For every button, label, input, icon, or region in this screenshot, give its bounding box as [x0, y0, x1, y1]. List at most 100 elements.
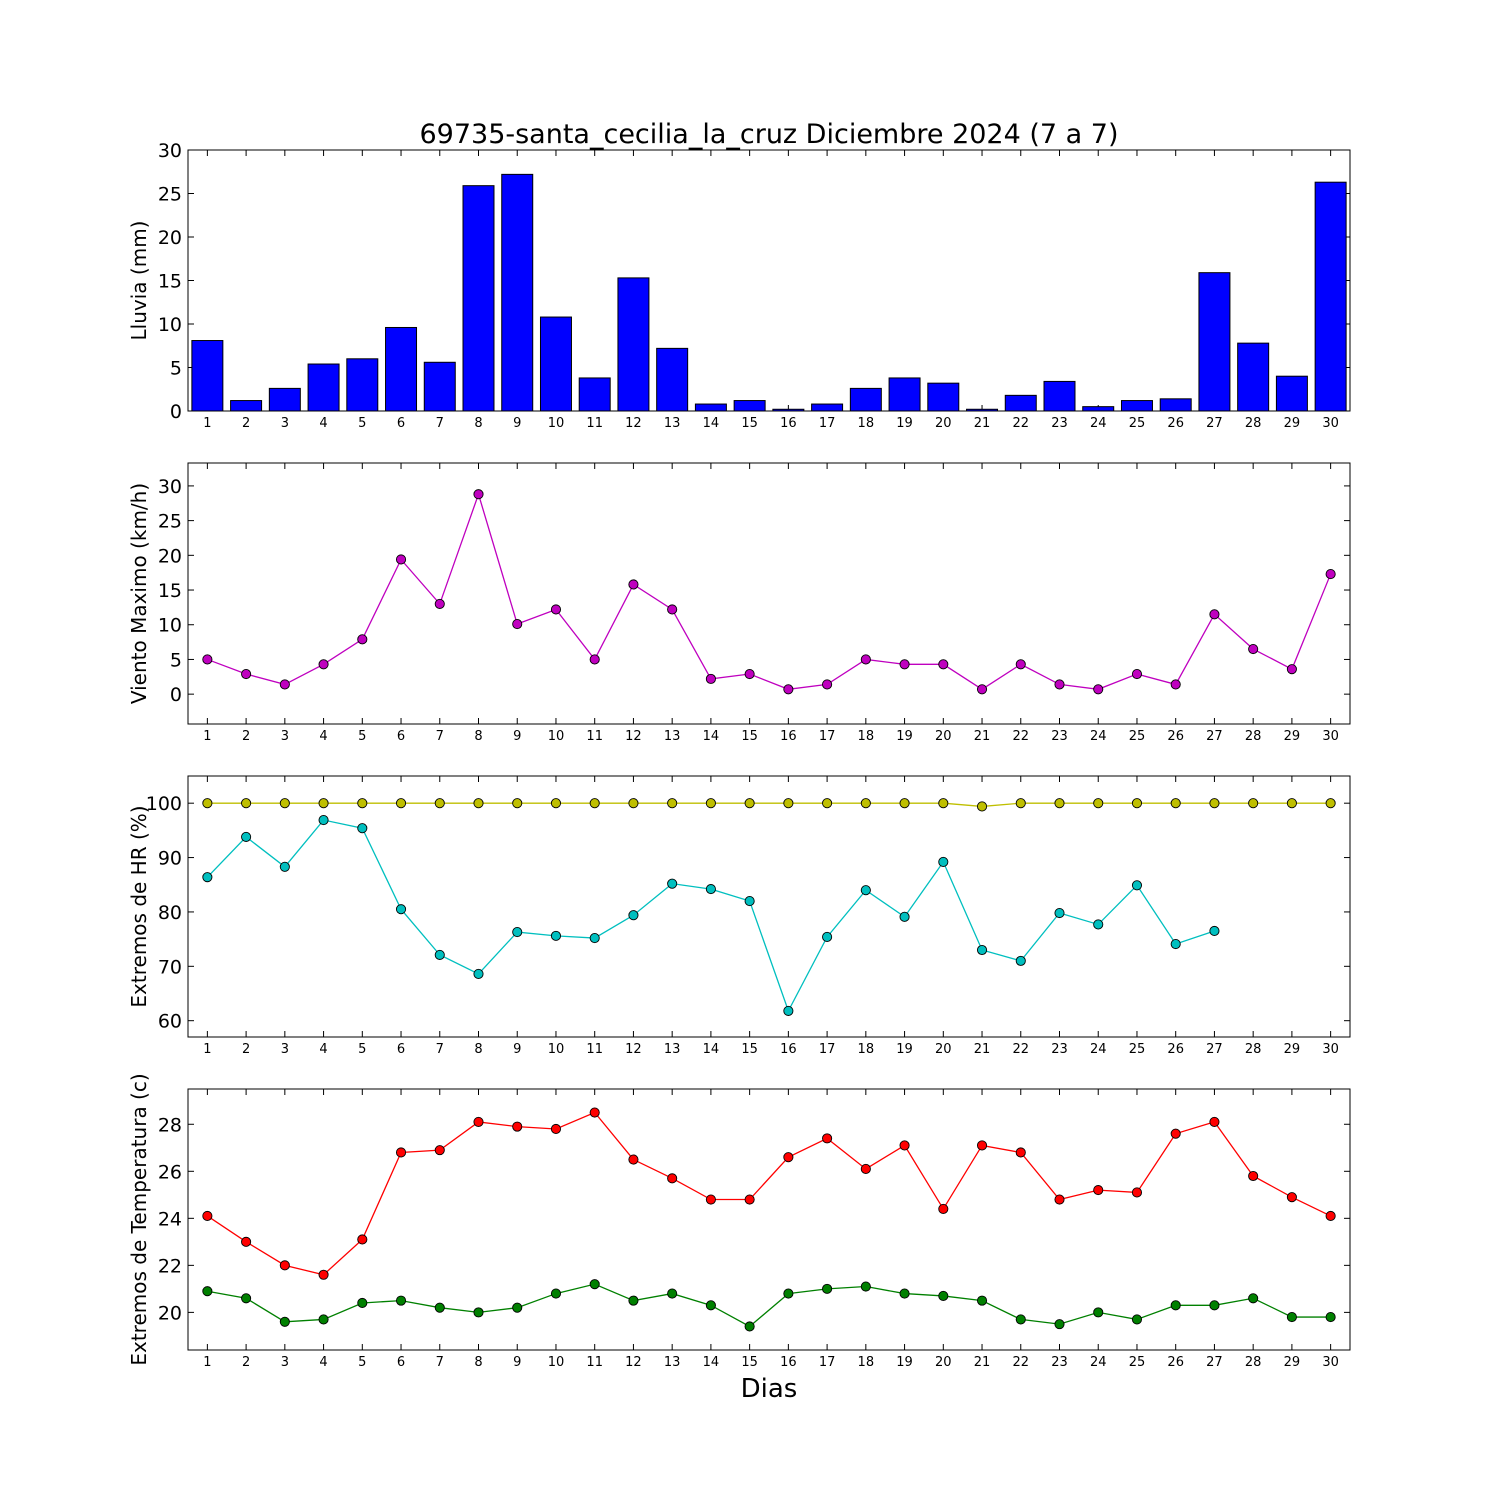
rain-bar: [617, 277, 650, 412]
temperature-series-1-point: [395, 1295, 407, 1306]
rain-plot-frame: [187, 149, 1351, 412]
x-tick-label: 29: [1284, 1355, 1301, 1370]
x-tick-label: 15: [741, 729, 758, 744]
y-tick-label: 0: [170, 684, 182, 706]
x-tick-label: 19: [896, 729, 913, 744]
x-tick-label: 23: [1051, 729, 1068, 744]
y-tick-label: 15: [158, 580, 182, 602]
x-tick-label: 27: [1206, 729, 1223, 744]
wind-series-0-point: [628, 579, 639, 590]
wind-series-0-point: [318, 659, 329, 670]
wind-series-0-point: [357, 634, 368, 645]
x-tick-label: 10: [548, 1042, 565, 1057]
humidity-series-1-point: [628, 910, 639, 921]
temperature-series-1-point: [822, 1283, 833, 1294]
temperature-series-0-point: [744, 1194, 755, 1205]
temperature-series-0-point: [473, 1116, 484, 1127]
temperature-series-1-point: [318, 1314, 329, 1325]
humidity-series-0-point: [822, 798, 833, 809]
x-tick-label: 6: [397, 416, 405, 431]
rain-bar: [1198, 272, 1231, 412]
humidity-series-0-point: [241, 798, 252, 809]
x-tick-label: 13: [664, 1355, 681, 1370]
wind-series-0-point: [822, 679, 833, 690]
humidity-series-1-point: [744, 896, 755, 907]
humidity-series-1-point: [1054, 907, 1065, 919]
wind-series-0-point: [512, 618, 523, 630]
temperature-series-1-point: [860, 1281, 871, 1292]
humidity-series-1-point: [667, 878, 678, 889]
humidity-series-1-point: [202, 872, 213, 883]
x-tick-label: 6: [397, 1042, 405, 1057]
temperature-series-1-line: [207, 1283, 1331, 1328]
x-tick-label: 10: [548, 1355, 565, 1370]
x-tick-label: 26: [1167, 1042, 1184, 1057]
x-tick-label: 4: [319, 729, 327, 744]
temperature-series-1-point: [512, 1302, 523, 1313]
rain-bar: [1004, 394, 1037, 412]
y-tick-label: 20: [158, 1302, 182, 1324]
wind-series-0-point: [1286, 664, 1297, 675]
humidity-series-0-point: [783, 798, 794, 809]
y-tick-label: 100: [146, 793, 182, 815]
temperature-series-0-point: [589, 1107, 600, 1118]
temperature-series-1-point: [938, 1290, 949, 1301]
temperature-series-1-point: [705, 1300, 716, 1311]
x-tick-label: 29: [1284, 1042, 1301, 1057]
x-tick-label: 18: [858, 1355, 875, 1370]
wind-series-0-point: [938, 659, 949, 670]
y-tick-label: 30: [158, 140, 182, 162]
x-tick-label: 4: [319, 1042, 327, 1057]
temperature-series-1-point: [241, 1293, 252, 1304]
x-tick-label: 7: [436, 1042, 444, 1057]
temperature-series-1-point: [667, 1288, 678, 1299]
humidity-series-0-point: [1209, 798, 1220, 809]
temperature-series-0-point: [202, 1210, 213, 1222]
wind-y-axis-label: Viento Maximo (km/h): [127, 483, 151, 704]
y-tick-label: 25: [158, 184, 182, 206]
rain-bar: [423, 361, 456, 412]
x-tick-label: 16: [780, 729, 797, 744]
y-tick-label: 20: [158, 545, 182, 567]
humidity-series-1-point: [357, 823, 368, 834]
temperature-series-0-point: [241, 1236, 252, 1247]
rain-bar: [307, 363, 340, 412]
x-tick-label: 14: [703, 729, 720, 744]
y-tick-label: 20: [158, 227, 182, 249]
x-tick-label: 2: [242, 1355, 250, 1370]
x-tick-label: 11: [586, 416, 603, 431]
temperature-series-0-point: [1170, 1128, 1181, 1139]
temperature-series-0-point: [1054, 1194, 1065, 1205]
wind-series-0-point: [1209, 609, 1220, 620]
x-tick-label: 5: [358, 1355, 366, 1370]
temperature-series-1-point: [1286, 1312, 1297, 1323]
temperature-series-1-point: [1170, 1300, 1181, 1311]
x-tick-label: 8: [474, 1042, 482, 1057]
x-tick-label: 23: [1051, 1355, 1068, 1370]
x-tick-label: 3: [281, 1355, 289, 1370]
humidity-series-0-point: [1015, 798, 1026, 809]
wind-series-0-point: [667, 604, 678, 615]
rain-bar: [230, 400, 263, 412]
x-tick-label: 24: [1090, 1042, 1107, 1057]
humidity-series-1-point: [1093, 919, 1104, 930]
humidity-series-1-point: [589, 932, 600, 944]
x-tick-label: 29: [1284, 729, 1301, 744]
temperature-series-0-point: [512, 1121, 523, 1132]
x-tick-label: 4: [319, 416, 327, 431]
x-tick-label: 25: [1129, 1355, 1146, 1370]
humidity-series-0-point: [318, 798, 329, 809]
wind-series-0-point: [1093, 684, 1104, 695]
x-tick-label: 2: [242, 1042, 250, 1057]
x-tick-label: 25: [1129, 729, 1146, 744]
rain-bar: [191, 340, 224, 412]
humidity-series-1-point: [1015, 955, 1026, 966]
x-tick-label: 15: [741, 1355, 758, 1370]
humidity-series-1-point: [976, 944, 988, 956]
x-tick-label: 18: [858, 416, 875, 431]
y-tick-label: 5: [170, 358, 182, 380]
x-tick-label: 12: [625, 1355, 642, 1370]
rain-bar: [1314, 181, 1347, 412]
temperature-series-0-point: [1286, 1192, 1297, 1203]
